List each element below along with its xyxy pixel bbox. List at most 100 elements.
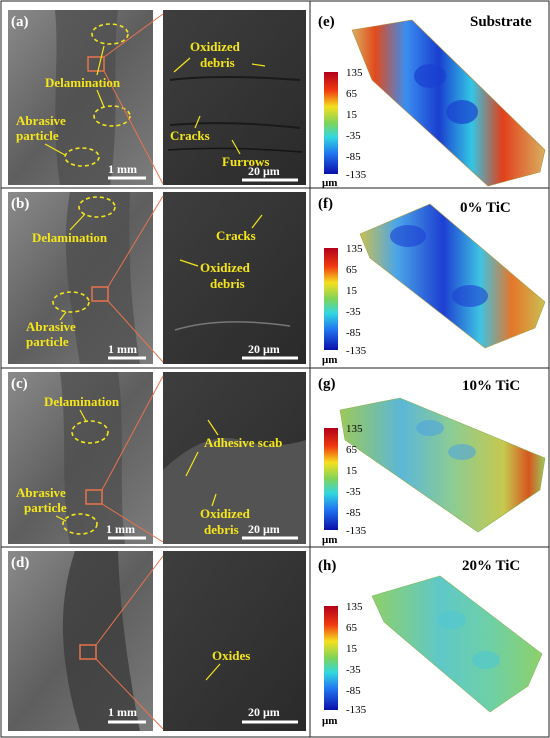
crack-line [169,122,301,129]
label-oxides: Oxides [212,648,250,663]
zoom-line [103,70,164,185]
arrow [59,311,67,321]
wear-pit [448,444,476,460]
surface-title: 0% TiC [460,200,511,216]
label-abrasive: Abrasive [26,319,76,334]
label-delamination: Delamination [44,394,120,409]
sem-high-mag-f [163,192,306,364]
colorbar-unit: μm [322,715,337,727]
panel-letter-d: (d) [11,555,29,571]
panel-letter-a: (a) [11,14,29,30]
wear-track-c [60,372,125,544]
label-debris: debris [204,522,239,537]
label-cracks: Cracks [170,128,210,143]
row-a: (a) Delamination Abrasive particle 1 mm … [8,10,546,187]
colorbar-tick: -85 [346,327,361,339]
arrow [211,493,217,507]
arrow [185,451,199,477]
arrow [44,143,66,156]
wear-pit [452,285,488,307]
zoom-box [87,56,105,72]
colorbar-tick: 135 [346,601,363,613]
colorbar-tick: 15 [346,465,358,477]
label-furrows: Furrows [222,154,269,169]
arrow [96,89,105,108]
label-adhesive-scab: Adhesive scab [204,435,282,450]
colorbar-tick: -135 [346,525,367,537]
zoom-line [101,375,164,491]
colorbar-tick: -35 [346,130,361,142]
colorbar-tick: 15 [346,285,358,297]
colorbar-unit: μm [322,177,337,189]
colorbar-tick: -85 [346,507,361,519]
annotation-ellipse [71,420,109,444]
arrow [179,259,199,267]
arrow [96,45,105,76]
sem-high-mag-h [163,551,306,731]
arrow [194,115,201,129]
crack-line [167,147,303,153]
panel-letter-g: (g) [318,376,336,392]
scale-label: 20 μm [248,342,280,356]
colorbar-tick: 135 [346,423,363,435]
label-delamination: Delamination [45,75,121,90]
colorbar-tick: 135 [346,67,363,79]
colorbar-tick: -135 [346,704,367,716]
wear-pit [414,64,446,88]
wear-track-d [62,551,141,731]
arrow [205,663,221,681]
label-debris: debris [210,276,245,291]
colorbar [324,428,338,530]
profile-surface-10-tic [339,397,546,533]
panel-letter-f: (f) [318,196,333,212]
label-oxidized: Oxidized [200,506,251,521]
zoom-line [107,300,164,363]
arrow [251,214,263,229]
label-delamination: Delamination [32,230,108,245]
wear-pit [472,651,500,669]
annotation-ellipse [78,196,116,218]
scale-label: 20 μm [248,164,280,178]
colorbar-tick: -85 [346,151,361,163]
surface-title: 10% TiC [462,378,520,394]
colorbar-tick: -135 [346,169,367,181]
colorbar-tick: 65 [346,622,358,634]
annotation-ellipse [52,291,90,313]
arrow [79,409,87,422]
colorbar-tick: -85 [346,685,361,697]
arrow [231,139,241,155]
label-oxidized: Oxidized [200,260,251,275]
colorbar-unit: μm [322,534,337,546]
colorbar-tick: 15 [346,109,358,121]
profile-surface-substrate [351,19,546,187]
scale-label: 1 mm [108,705,137,719]
crack-line [169,76,301,81]
surface-title: 20% TiC [462,558,520,574]
wear-pit [390,225,426,247]
scale-label: 1 mm [108,162,137,176]
zoom-line [107,195,164,288]
annotation-ellipse [62,513,98,535]
colorbar-tick: -35 [346,306,361,318]
arrow [69,213,86,231]
label-oxidized: Oxidized [190,39,241,54]
colorbar-tick: 65 [346,88,358,100]
wear-track-b [65,192,140,364]
colorbar-h: 135 65 15 -35 -85 -135 μm [322,601,367,727]
arrow [55,515,67,522]
label-abrasive: Abrasive [16,485,66,500]
panel-letter-c: (c) [11,376,28,392]
zoom-line [95,555,164,646]
scale-label: 20 μm [248,522,280,536]
panel-letter-b: (b) [11,196,29,212]
zoom-line [101,503,164,543]
scale-label: 20 μm [248,705,280,719]
colorbar-tick: -35 [346,486,361,498]
colorbar-tick: 65 [346,444,358,456]
colorbar-f: 135 65 15 -35 -85 -135 μm [322,243,367,366]
profile-surface-20-tic [371,575,543,713]
annotation-ellipse [91,23,129,45]
colorbar-unit: μm [322,354,337,366]
colorbar [324,248,338,350]
colorbar-tick: 135 [346,243,363,255]
